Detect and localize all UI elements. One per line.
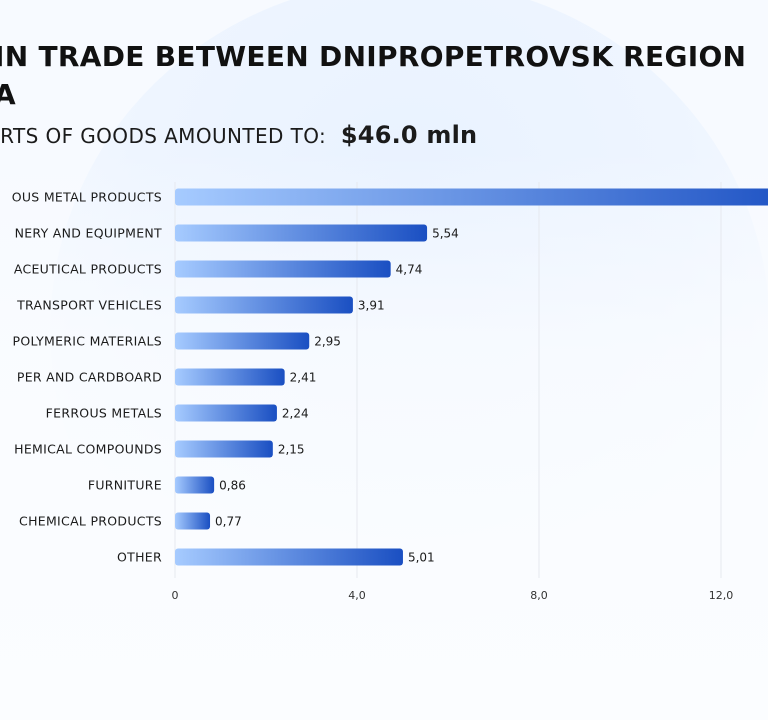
x-tick-label: 8,0 [530, 589, 548, 602]
chart-subtitle: ORTS OF GOODS AMOUNTED TO: $46.0 mln [0, 118, 477, 153]
category-label: TRANSPORT VEHICLES [16, 298, 162, 313]
data-label: 5,01 [408, 551, 435, 565]
bar [175, 440, 273, 458]
bar [175, 188, 768, 206]
category-label: HEMICAL COMPOUNDS [14, 442, 162, 457]
x-tick-label: 12,0 [709, 589, 734, 602]
bar [175, 260, 391, 278]
bar [175, 332, 310, 350]
category-label: CHEMICAL PRODUCTS [19, 514, 162, 529]
labels: 0 4,0 8,0 12,0 OUS METAL PRODUCTS NERY AND EQ… [12, 190, 734, 603]
data-label: 4,74 [396, 263, 423, 277]
category-label: FURNITURE [88, 478, 162, 493]
total-amount: $46.0 mln [340, 121, 478, 149]
subtitle-text: ORTS OF GOODS AMOUNTED TO: [0, 124, 327, 148]
data-label: 2,24 [282, 407, 309, 421]
data-label: 0,77 [215, 515, 242, 529]
bar [175, 548, 403, 566]
category-label: FERROUS METALS [46, 406, 162, 421]
category-label: OTHER [117, 550, 162, 565]
bar [175, 296, 353, 314]
category-label: OUS METAL PRODUCTS [12, 190, 162, 205]
bar [175, 404, 277, 422]
category-label: POLYMERIC MATERIALS [13, 334, 163, 349]
background-fade [0, 150, 768, 720]
data-label: 3,91 [358, 299, 385, 313]
category-label: ACEUTICAL PRODUCTS [14, 262, 162, 277]
data-label: 0,86 [219, 479, 246, 493]
category-label: PER AND CARDBOARD [17, 370, 162, 385]
bar [175, 368, 285, 386]
x-tick-label: 0 [172, 589, 179, 602]
data-label: 2,95 [314, 335, 341, 349]
bars [175, 188, 768, 566]
grid-lines [174, 182, 722, 578]
x-tick-label: 4,0 [348, 589, 366, 602]
bar [175, 512, 211, 530]
bar [175, 224, 428, 242]
chart-title: IN TRADE BETWEEN DNIPROPETROVSK REGION A [0, 40, 747, 111]
data-label: 2,41 [290, 371, 317, 385]
category-label: NERY AND EQUIPMENT [15, 226, 162, 241]
data-label: 5,54 [432, 227, 459, 241]
bar [175, 476, 215, 494]
data-label: 2,15 [278, 443, 305, 457]
